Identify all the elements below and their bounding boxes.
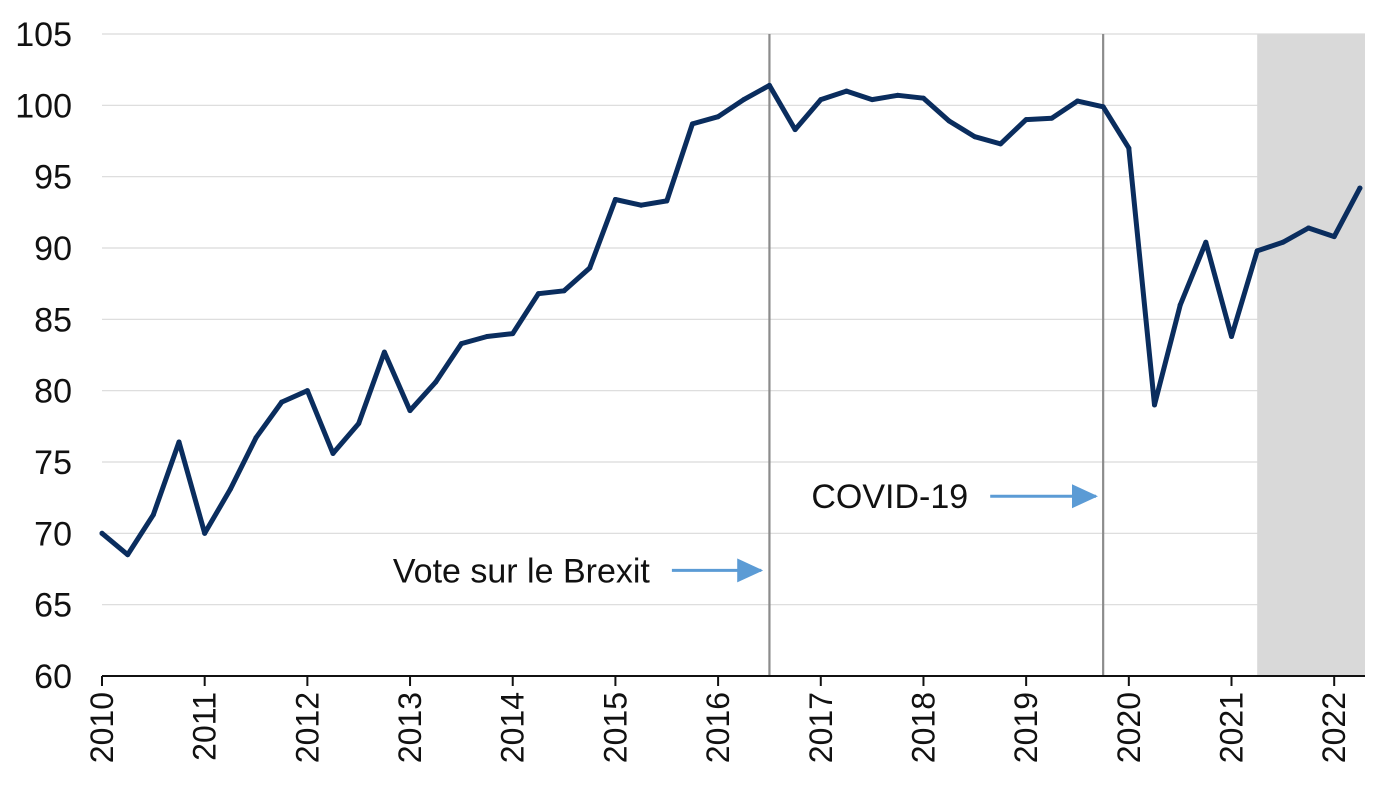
y-tick-label-70: 70 — [34, 515, 72, 553]
data-point — [612, 196, 618, 202]
y-tick-label-80: 80 — [34, 373, 72, 411]
data-point — [869, 97, 875, 103]
data-point — [125, 552, 131, 558]
gridlines — [102, 33, 1365, 606]
x-tick-label-2015: 2015 — [597, 692, 633, 763]
data-point — [1229, 333, 1235, 339]
x-tick-label-2013: 2013 — [392, 692, 428, 763]
x-tick-label-2018: 2018 — [905, 692, 941, 763]
data-point — [818, 97, 824, 103]
data-point — [715, 114, 721, 120]
x-tick-label-2012: 2012 — [289, 692, 325, 763]
data-point — [458, 341, 464, 347]
data-point — [304, 388, 310, 394]
data-point — [381, 349, 387, 355]
data-point — [330, 450, 336, 456]
data-point — [1023, 117, 1029, 123]
data-point — [99, 530, 105, 536]
y-tick-label-105: 105 — [15, 16, 72, 54]
series-line-1 — [99, 82, 1363, 558]
data-point — [1280, 239, 1286, 245]
x-tick-label-2016: 2016 — [700, 692, 736, 763]
data-point — [895, 92, 901, 98]
annotations: Vote sur le Brexit COVID-19 — [393, 478, 1098, 590]
annotation-label-2: COVID-19 — [811, 478, 968, 516]
y-tick-label-65: 65 — [34, 587, 72, 625]
x-tick-label-2019: 2019 — [1008, 692, 1044, 763]
data-point — [510, 331, 516, 337]
axes — [101, 675, 1365, 686]
data-point — [227, 486, 233, 492]
data-point — [741, 97, 747, 103]
x-tick-label-2010: 2010 — [84, 692, 120, 763]
data-point — [792, 127, 798, 133]
x-tick-labels: 2010 2011 2012 2013 2014 2015 2016 2017 2018 2019… — [84, 692, 1352, 763]
data-point — [1074, 98, 1080, 104]
y-tick-label-90: 90 — [34, 230, 72, 268]
data-point — [176, 439, 182, 445]
data-point — [920, 95, 926, 101]
data-point — [484, 333, 490, 339]
data-point — [1331, 234, 1337, 240]
data-point — [1306, 225, 1312, 231]
data-point — [561, 288, 567, 294]
data-point — [664, 198, 670, 204]
data-point — [689, 121, 695, 127]
data-point — [972, 134, 978, 140]
x-tick-label-2022: 2022 — [1316, 692, 1352, 763]
y-tick-label-100: 100 — [15, 87, 72, 125]
data-point — [1126, 145, 1132, 151]
event-lines — [768, 34, 1105, 676]
x-tick-label-2017: 2017 — [803, 692, 839, 763]
data-point — [253, 435, 259, 441]
x-tick-label-2011: 2011 — [187, 692, 223, 761]
data-point — [997, 141, 1003, 147]
y-tick-label-60: 60 — [34, 658, 72, 696]
data-point — [587, 265, 593, 271]
data-point — [843, 88, 849, 94]
data-point — [407, 408, 413, 414]
data-point — [279, 399, 285, 405]
y-tick-labels: 60 65 70 75 80 85 90 95 100 105 — [15, 16, 72, 696]
data-point — [1100, 104, 1106, 110]
shaded-forecast-region — [1257, 34, 1365, 676]
data-point — [766, 82, 772, 88]
y-tick-label-85: 85 — [34, 301, 72, 339]
annotation-label-1: Vote sur le Brexit — [393, 552, 651, 590]
data-point — [535, 291, 541, 297]
data-point — [1254, 248, 1260, 254]
data-point — [638, 202, 644, 208]
data-point — [1357, 185, 1363, 191]
data-point — [433, 379, 439, 385]
data-point — [356, 420, 362, 426]
data-point — [1152, 402, 1157, 408]
x-tick-label-2014: 2014 — [495, 692, 531, 763]
x-tick-label-2021: 2021 — [1214, 692, 1250, 763]
data-point — [202, 530, 208, 536]
shaded-region — [1257, 34, 1365, 676]
data-point — [1203, 239, 1209, 245]
x-tick-label-2020: 2020 — [1111, 692, 1147, 763]
data-point — [1049, 115, 1055, 121]
data-point — [946, 118, 952, 124]
series — [99, 82, 1363, 558]
y-tick-label-75: 75 — [34, 444, 72, 482]
data-point — [1177, 302, 1183, 308]
y-tick-label-95: 95 — [34, 159, 72, 197]
data-point — [150, 512, 156, 518]
